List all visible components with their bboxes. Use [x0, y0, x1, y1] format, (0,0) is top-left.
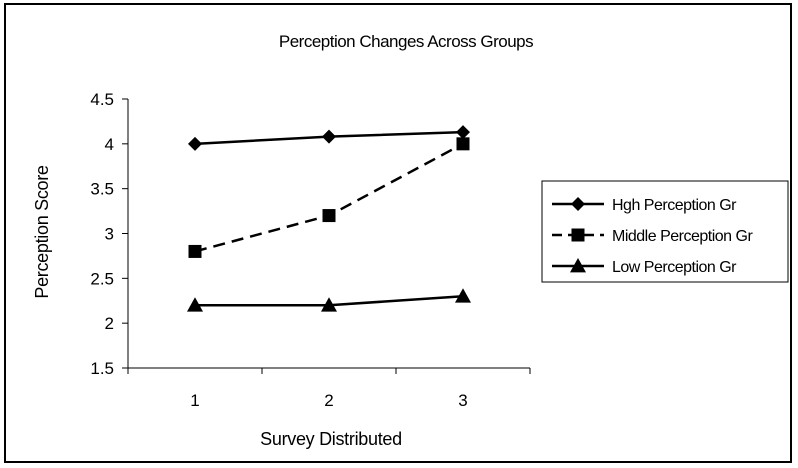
- data-point: [188, 244, 202, 258]
- legend-marker: [571, 197, 585, 211]
- legend-marker: [570, 258, 586, 273]
- data-point: [322, 129, 336, 144]
- x-axis-label: Survey Distributed: [260, 429, 402, 449]
- series-line: [194, 142, 464, 253]
- y-tick-label: 3: [105, 225, 114, 244]
- y-axis-label: Perception Score: [32, 165, 52, 299]
- y-tick-label: 2: [105, 314, 114, 333]
- y-tick-label: 3.5: [90, 180, 114, 199]
- data-point: [456, 125, 470, 140]
- y-tick-label: 1.5: [90, 359, 114, 378]
- x-ticks: 1 2 3: [127, 368, 531, 410]
- chart-title: Perception Changes Across Groups: [279, 32, 533, 51]
- x-tick-label: 2: [324, 391, 333, 410]
- series-1: [188, 125, 470, 151]
- data-point: [188, 136, 202, 151]
- series-2: [188, 137, 470, 258]
- y-tick-label: 4.5: [90, 90, 114, 109]
- data-point: [187, 297, 203, 312]
- y-tick-label: 4: [105, 135, 114, 154]
- data-point: [455, 288, 471, 303]
- x-tick-label: 1: [190, 391, 199, 410]
- data-point: [322, 209, 336, 223]
- legend: Hgh Perception Gr Middle Perception Gr Low…: [541, 180, 789, 283]
- y-tick-label: 2.5: [90, 269, 114, 288]
- series-layer: [187, 125, 471, 312]
- legend-entry: Middle Perception Gr: [552, 228, 754, 245]
- legend-label: Middle Perception Gr: [612, 228, 753, 245]
- legend-entry: Low Perception Gr: [552, 258, 738, 276]
- legend-label: Hgh Perception Gr: [612, 197, 737, 214]
- x-tick-label: 3: [458, 391, 467, 410]
- y-ticks: 1.5 2 2.5 3 3.5 4 4.5: [90, 90, 128, 378]
- data-point: [321, 297, 337, 312]
- legend-label: Low Perception Gr: [612, 259, 737, 276]
- series-3: [187, 288, 471, 312]
- data-point: [456, 137, 470, 151]
- legend-marker: [571, 228, 585, 242]
- legend-entry: Hgh Perception Gr: [552, 197, 738, 214]
